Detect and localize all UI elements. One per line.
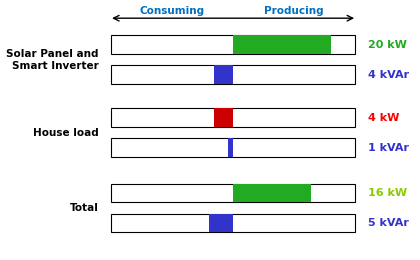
Bar bbox=[214, 108, 233, 127]
Text: 16 kW: 16 kW bbox=[368, 188, 407, 198]
Bar bbox=[111, 184, 355, 202]
Text: 20 kW: 20 kW bbox=[368, 40, 407, 50]
Text: 4 kVAr: 4 kVAr bbox=[368, 70, 409, 80]
Text: 5 kVAr: 5 kVAr bbox=[368, 218, 408, 228]
Bar bbox=[228, 138, 233, 157]
Text: Total: Total bbox=[70, 203, 99, 213]
Bar bbox=[233, 35, 331, 54]
Bar bbox=[111, 138, 355, 157]
Bar bbox=[111, 35, 355, 54]
Bar bbox=[214, 66, 233, 84]
Text: Producing: Producing bbox=[264, 6, 324, 16]
Bar bbox=[233, 184, 311, 202]
Text: Solar Panel and
Smart Inverter: Solar Panel and Smart Inverter bbox=[6, 49, 99, 71]
Text: 1 kVAr: 1 kVAr bbox=[368, 142, 409, 153]
Bar bbox=[209, 214, 233, 232]
Text: House load: House load bbox=[33, 128, 99, 138]
Bar bbox=[111, 66, 355, 84]
Text: Consuming: Consuming bbox=[139, 6, 205, 16]
Bar bbox=[111, 214, 355, 232]
Text: 4 kW: 4 kW bbox=[368, 113, 399, 123]
Bar bbox=[111, 108, 355, 127]
